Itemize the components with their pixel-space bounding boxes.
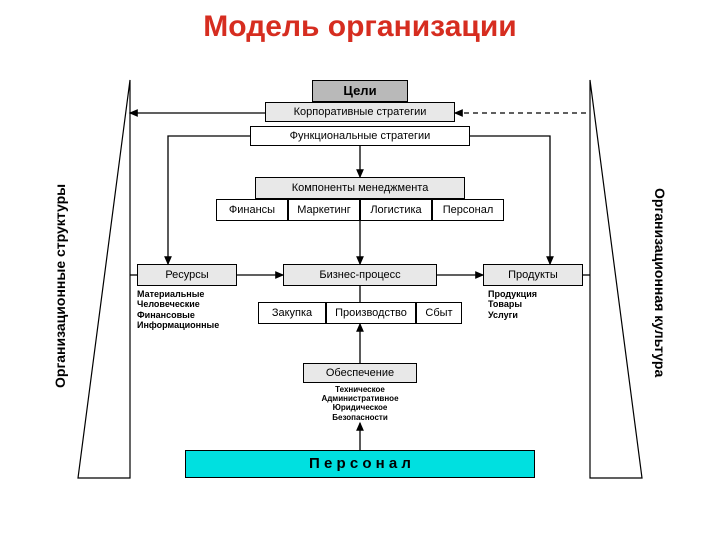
left-side-label: Организационные структуры xyxy=(52,188,68,388)
list-item: Материальные xyxy=(137,289,219,299)
left-wedge xyxy=(78,80,130,478)
right-side-label: Организационная культура xyxy=(652,188,668,388)
list-item: Административное xyxy=(303,394,417,403)
box-personnel_big: П е р с о н а л xyxy=(185,450,535,478)
diagram-canvas: Модель организации Организационные струк… xyxy=(0,0,720,540)
list-item: Информационные xyxy=(137,320,219,330)
list-item: Продукция xyxy=(488,289,537,299)
box-goals: Цели xyxy=(312,80,408,102)
list-item: Безопасности xyxy=(303,413,417,422)
right-wedge xyxy=(590,80,642,478)
box-products: Продукты xyxy=(483,264,583,286)
box-bizproc: Бизнес-процесс xyxy=(283,264,437,286)
list-resources_items: МатериальныеЧеловеческиеФинансовыеИнформ… xyxy=(137,289,219,330)
box-corp_strat: Корпоративные стратегии xyxy=(265,102,455,122)
list-item: Человеческие xyxy=(137,299,219,309)
list-item: Товары xyxy=(488,299,537,309)
list-item: Юридическое xyxy=(303,403,417,412)
box-logistics: Логистика xyxy=(360,199,432,221)
box-provision: Обеспечение xyxy=(303,363,417,383)
box-hr: Персонал xyxy=(432,199,504,221)
box-marketing: Маркетинг xyxy=(288,199,360,221)
page-title: Модель организации xyxy=(0,10,720,44)
list-item: Техническое xyxy=(303,385,417,394)
box-mgmt_comp: Компоненты менеджмента xyxy=(255,177,465,199)
list-item: Услуги xyxy=(488,310,537,320)
box-resources: Ресурсы xyxy=(137,264,237,286)
box-func_strat: Функциональные стратегии xyxy=(250,126,470,146)
list-item: Финансовые xyxy=(137,310,219,320)
box-finance: Финансы xyxy=(216,199,288,221)
list-products_items: ПродукцияТоварыУслуги xyxy=(488,289,537,320)
box-production: Производство xyxy=(326,302,416,324)
list-provision_items: ТехническоеАдминистративноеЮридическоеБе… xyxy=(303,385,417,422)
box-sales: Сбыт xyxy=(416,302,462,324)
box-procurement: Закупка xyxy=(258,302,326,324)
